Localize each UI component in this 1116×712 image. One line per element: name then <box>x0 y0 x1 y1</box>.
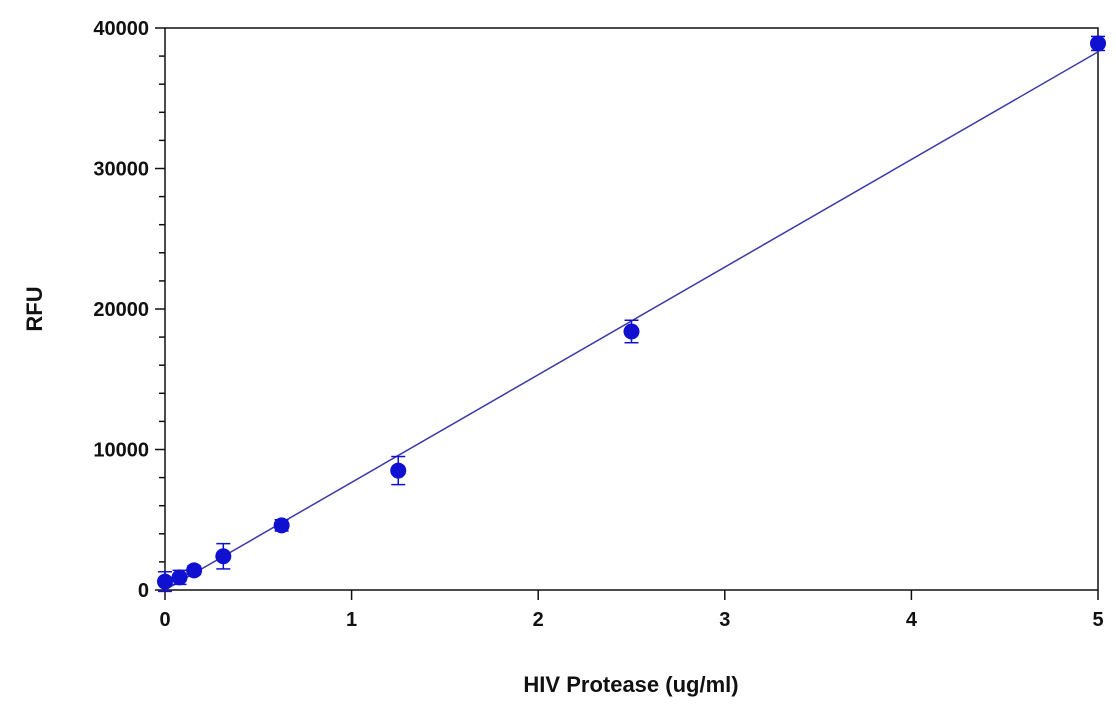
y-tick-label: 0 <box>138 580 149 602</box>
y-tick-label: 10000 <box>93 440 149 462</box>
x-tick-label: 0 <box>159 609 170 631</box>
data-points <box>157 35 1106 593</box>
data-point <box>390 462 407 479</box>
data-point <box>186 562 203 579</box>
y-tick-label: 30000 <box>93 159 149 181</box>
y-tick-label: 20000 <box>93 299 149 321</box>
data-point <box>215 548 232 565</box>
plot-frame <box>164 27 1099 591</box>
x-axis-title: HIV Protease (ug/ml) <box>523 672 738 697</box>
y-axis-title: RFU <box>22 286 47 331</box>
data-point <box>623 323 640 340</box>
x-tick-label: 2 <box>533 609 544 631</box>
y-axis-ticks: 0 10000 20000 30000 40000 <box>93 18 165 602</box>
x-tick-label: 3 <box>719 609 730 631</box>
data-point <box>1090 35 1106 52</box>
data-point <box>157 573 173 590</box>
x-axis-ticks: 0 1 2 3 4 5 <box>159 590 1104 631</box>
y-tick-label: 40000 <box>93 18 149 40</box>
x-tick-label: 1 <box>346 609 357 631</box>
x-tick-label: 5 <box>1092 609 1103 631</box>
x-tick-label: 4 <box>906 609 918 631</box>
data-point <box>273 517 290 534</box>
data-point <box>171 569 188 586</box>
